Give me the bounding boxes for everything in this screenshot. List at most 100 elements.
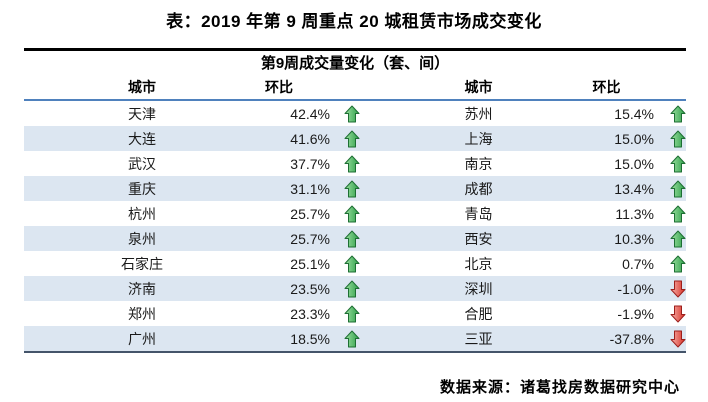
percent-cell-right: -1.9%	[617, 305, 654, 322]
city-cell-left: 重庆	[128, 180, 156, 197]
city-cell-right: 青岛	[464, 205, 493, 222]
table-row: 石家庄 25.1% 北京 0.7%	[24, 251, 686, 276]
percent-cell-left: 25.7%	[290, 205, 330, 222]
arrow-up-icon	[344, 305, 359, 322]
city-cell-right: 深圳	[464, 280, 493, 297]
percent-cell-left: 25.7%	[290, 230, 330, 247]
table-row: 广州 18.5% 三亚 -37.8%	[24, 326, 686, 351]
col-header-pct-left: 环比	[265, 79, 293, 95]
percent-cell-right: 15.0%	[614, 130, 654, 147]
trend-cell-right	[669, 180, 686, 198]
table-body: 天津 42.4% 苏州 15.4% 大连 41.6% 上海 15.0% 武汉 3…	[24, 101, 686, 353]
col-header-pct-right: 环比	[592, 79, 621, 95]
table-row: 武汉 37.7% 南京 15.0%	[24, 151, 686, 176]
trend-cell-left	[334, 155, 369, 173]
city-cell-right: 南京	[464, 155, 493, 172]
arrow-up-icon	[670, 180, 685, 197]
table-row: 杭州 25.7% 青岛 11.3%	[24, 201, 686, 226]
data-source-note: 数据来源：诸葛找房数据研究中心	[439, 379, 680, 396]
arrow-up-icon	[344, 130, 359, 147]
percent-cell-left: 23.5%	[290, 280, 330, 297]
trend-cell-right	[669, 155, 686, 173]
table-row: 重庆 31.1% 成都 13.4%	[24, 176, 686, 201]
city-cell-right: 北京	[464, 255, 493, 272]
city-cell-right: 三亚	[464, 330, 493, 347]
city-cell-right: 西安	[464, 230, 493, 247]
percent-cell-right: 15.0%	[614, 155, 654, 172]
percent-cell-left: 42.4%	[290, 105, 330, 122]
arrow-up-icon	[344, 255, 359, 272]
trend-cell-left	[334, 330, 369, 348]
trend-cell-right	[669, 205, 686, 223]
percent-cell-left: 25.1%	[290, 255, 330, 272]
trend-cell-left	[334, 130, 369, 148]
trend-cell-right	[669, 105, 686, 123]
city-cell-left: 济南	[128, 280, 156, 297]
arrow-up-icon	[670, 205, 685, 222]
arrow-down-icon	[670, 305, 685, 322]
arrow-up-icon	[344, 280, 359, 297]
trend-cell-right	[669, 280, 686, 298]
percent-cell-left: 41.6%	[290, 130, 330, 147]
col-header-city-left: 城市	[128, 79, 156, 95]
city-cell-right: 合肥	[464, 305, 493, 322]
city-cell-left: 石家庄	[121, 255, 163, 272]
city-cell-left: 天津	[128, 105, 156, 122]
city-cell-left: 杭州	[128, 205, 156, 222]
table-row: 泉州 25.7% 西安 10.3%	[24, 226, 686, 251]
trend-cell-left	[334, 205, 369, 223]
trend-cell-right	[669, 255, 686, 273]
percent-cell-right: 11.3%	[615, 205, 654, 222]
arrow-down-icon	[670, 330, 685, 347]
city-cell-left: 郑州	[128, 305, 156, 322]
table-row: 大连 41.6% 上海 15.0%	[24, 126, 686, 151]
arrow-up-icon	[670, 255, 685, 272]
city-cell-left: 大连	[128, 130, 156, 147]
percent-cell-left: 37.7%	[290, 155, 330, 172]
percent-cell-right: 15.4%	[614, 105, 654, 122]
percent-cell-right: 10.3%	[614, 230, 654, 247]
trend-cell-left	[334, 305, 369, 323]
table-row: 天津 42.4% 苏州 15.4%	[24, 101, 686, 126]
arrow-up-icon	[670, 155, 685, 172]
percent-cell-right: -1.0%	[617, 280, 654, 297]
arrow-up-icon	[344, 230, 359, 247]
trend-cell-left	[334, 280, 369, 298]
page-title: 表：2019 年第 9 周重点 20 城租赁市场成交变化	[166, 12, 542, 31]
data-table: 第9周成交量变化（套、间） 城市 环比 城市 环比 天津 42.4% 苏州 15…	[24, 48, 686, 353]
trend-cell-right	[669, 305, 686, 323]
col-header-city-right: 城市	[464, 79, 493, 95]
trend-cell-left	[334, 105, 369, 123]
trend-cell-right	[669, 130, 686, 148]
trend-cell-right	[669, 330, 686, 348]
arrow-down-icon	[670, 280, 685, 297]
arrow-up-icon	[670, 105, 685, 122]
arrow-up-icon	[344, 205, 359, 222]
table-row: 郑州 23.3% 合肥 -1.9%	[24, 301, 686, 326]
table-row: 济南 23.5% 深圳 -1.0%	[24, 276, 686, 301]
arrow-up-icon	[344, 180, 359, 197]
city-cell-left: 武汉	[128, 155, 156, 172]
arrow-up-icon	[344, 155, 359, 172]
city-cell-right: 上海	[464, 130, 493, 147]
arrow-up-icon	[670, 130, 685, 147]
percent-cell-right: 13.4%	[614, 180, 654, 197]
table-column-headers: 城市 环比 城市 环比	[24, 75, 686, 101]
trend-cell-left	[334, 255, 369, 273]
percent-cell-right: -37.8%	[609, 330, 654, 347]
percent-cell-left: 23.3%	[290, 305, 330, 322]
trend-cell-right	[669, 230, 686, 248]
percent-cell-right: 0.7%	[622, 255, 654, 272]
city-cell-right: 苏州	[464, 105, 493, 122]
arrow-up-icon	[344, 105, 359, 122]
city-cell-left: 泉州	[128, 230, 156, 247]
table-header-title: 第9周成交量变化（套、间）	[260, 55, 450, 72]
city-cell-left: 广州	[128, 330, 156, 347]
trend-cell-left	[334, 180, 369, 198]
city-cell-right: 成都	[464, 180, 493, 197]
percent-cell-left: 18.5%	[290, 330, 330, 347]
percent-cell-left: 31.1%	[290, 180, 330, 197]
arrow-up-icon	[344, 330, 359, 347]
arrow-up-icon	[670, 230, 685, 247]
